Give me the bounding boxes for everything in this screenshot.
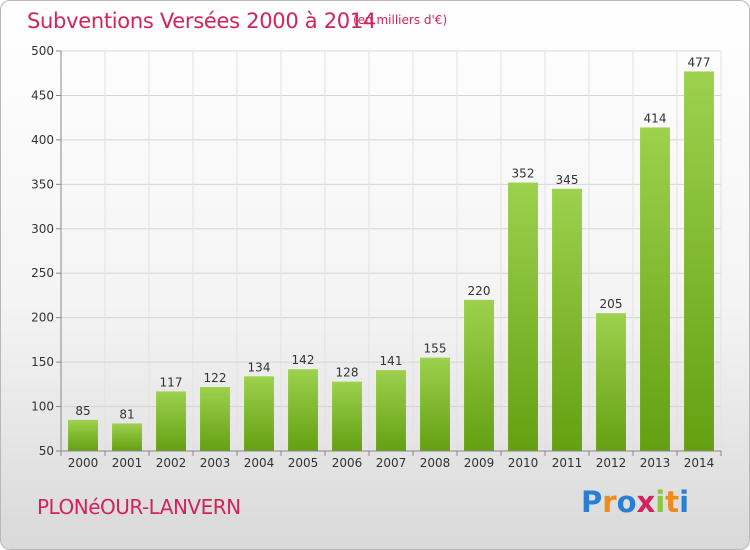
x-tick-label: 2009 <box>464 456 495 470</box>
proxiti-logo[interactable]: Proxiti <box>581 485 689 519</box>
bar-value-label: 352 <box>512 167 535 181</box>
x-tick-label: 2012 <box>596 456 627 470</box>
bar-value-label: 117 <box>160 375 183 389</box>
bar[interactable] <box>684 71 714 451</box>
bar[interactable] <box>68 419 98 451</box>
bar-value-label: 122 <box>204 371 227 385</box>
bar-value-label: 141 <box>380 354 403 368</box>
y-tick-label: 350 <box>31 177 54 191</box>
x-tick-label: 2003 <box>200 456 231 470</box>
bar[interactable] <box>508 182 538 452</box>
x-tick-label: 2008 <box>420 456 451 470</box>
logo-letter: P <box>581 485 603 519</box>
chart-subtitle: (en milliers d'€) <box>353 13 448 27</box>
x-tick-label: 2002 <box>156 456 187 470</box>
bar[interactable] <box>596 313 626 451</box>
x-tick-label: 2013 <box>640 456 671 470</box>
bar-value-label: 128 <box>336 366 359 380</box>
bar-layer: 85 81 117 122 134 142 128 141 155 220 352 345 205 414… <box>68 55 714 452</box>
bar-value-label: 220 <box>468 284 491 298</box>
x-tick-label: 2007 <box>376 456 407 470</box>
y-tick-label: 200 <box>31 311 54 325</box>
logo-letter: o <box>616 485 637 519</box>
bar-value-label: 345 <box>556 173 579 187</box>
y-tick-label: 450 <box>31 88 54 102</box>
x-tick-label: 2014 <box>684 456 715 470</box>
bar[interactable] <box>420 357 450 451</box>
bar[interactable] <box>288 369 318 451</box>
logo-letter: x <box>636 485 656 519</box>
bar-value-label: 477 <box>688 55 711 69</box>
logo-letter: r <box>602 485 617 519</box>
bar-value-label: 155 <box>424 342 447 356</box>
bar-value-label: 81 <box>119 407 134 421</box>
bar[interactable] <box>640 127 670 451</box>
commune-name: PLONéOUR-LANVERN <box>37 495 241 519</box>
x-tick-label: 2010 <box>508 456 539 470</box>
y-tick-label: 50 <box>39 444 54 458</box>
bar[interactable] <box>112 423 142 451</box>
bar[interactable] <box>376 370 406 451</box>
y-tick-label: 300 <box>31 222 54 236</box>
y-tick-label: 150 <box>31 355 54 369</box>
bar-value-label: 205 <box>600 297 623 311</box>
bar[interactable] <box>200 387 230 451</box>
y-tick-label: 400 <box>31 133 54 147</box>
bar-value-label: 414 <box>644 111 667 125</box>
bar[interactable] <box>552 188 582 451</box>
bar[interactable] <box>156 391 186 451</box>
bar-value-label: 142 <box>292 353 315 367</box>
chart-title: Subventions Versées 2000 à 2014 <box>27 9 376 33</box>
x-tick-label: 2011 <box>552 456 583 470</box>
y-tick-label: 500 <box>31 44 54 58</box>
axis-layer: 50 100 150 200 250 300 350 400 450 500 2000 2001 200… <box>31 44 722 470</box>
bar[interactable] <box>464 299 494 451</box>
x-tick-label: 2006 <box>332 456 363 470</box>
x-tick-label: 2005 <box>288 456 319 470</box>
y-tick-label: 250 <box>31 266 54 280</box>
x-tick-label: 2004 <box>244 456 275 470</box>
logo-letter: i <box>679 485 690 519</box>
x-tick-label: 2000 <box>68 456 99 470</box>
bar-value-label: 85 <box>75 404 90 418</box>
logo-letter: t <box>665 485 680 519</box>
bar[interactable] <box>332 381 362 451</box>
x-tick-label: 2001 <box>112 456 143 470</box>
bar[interactable] <box>244 376 274 451</box>
y-tick-label: 100 <box>31 400 54 414</box>
bar-value-label: 134 <box>248 360 271 374</box>
logo-letter: i <box>655 485 666 519</box>
